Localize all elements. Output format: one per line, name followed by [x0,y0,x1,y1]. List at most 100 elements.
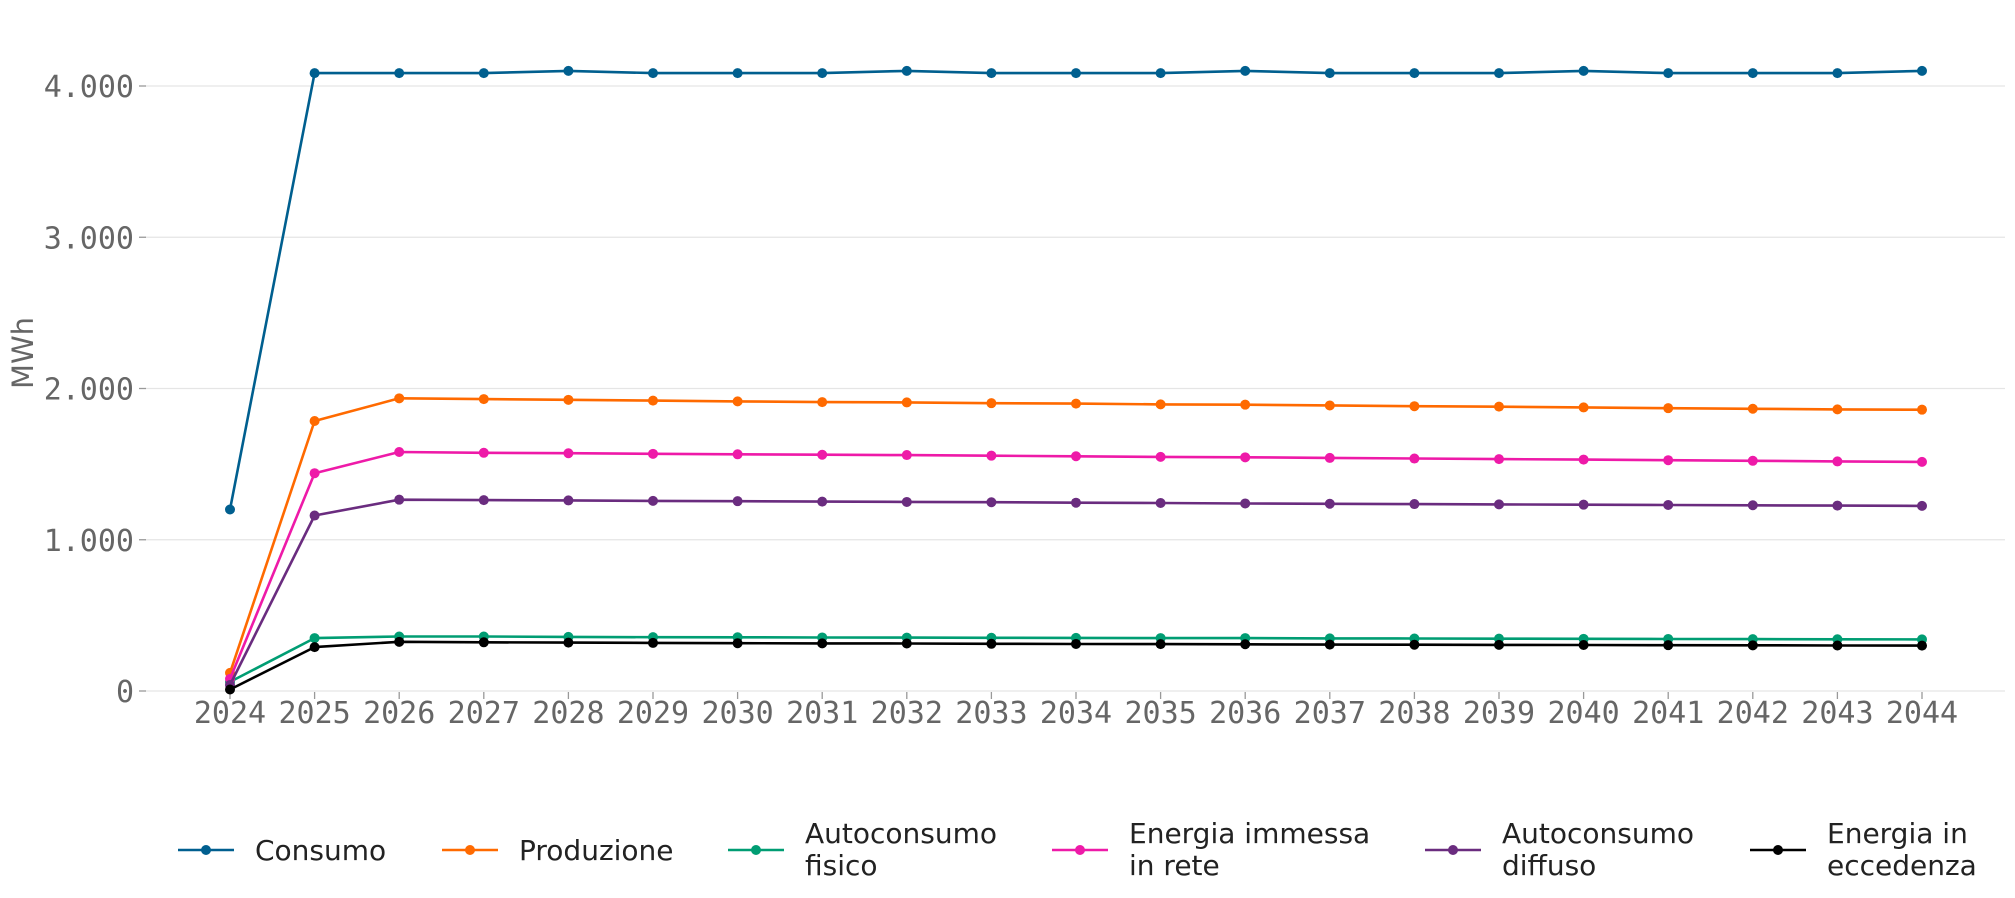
x-tick-label: 2034 [1040,696,1112,731]
data-point [1578,402,1589,413]
legend-item: Produzione [442,834,674,867]
data-point [1663,640,1674,651]
x-tick-label: 2025 [278,696,350,731]
data-point [648,395,658,406]
series-4 [225,494,1927,690]
y-tick-label: 3.000 [44,221,134,256]
data-point [394,393,405,404]
data-point [732,638,743,649]
data-point [1747,455,1758,466]
legend-swatch-marker [751,845,761,855]
legend: Consumo ProduzioneAutoconsumofisicoEnergi… [178,817,1977,882]
data-point [394,636,405,647]
data-point [1578,454,1589,465]
data-point [817,397,828,408]
data-point [1832,640,1843,651]
data-point [394,447,405,458]
x-tick-label: 2028 [532,696,604,731]
data-point [1578,499,1589,510]
series-line [228,69,1923,510]
data-point [1409,499,1420,510]
data-point [1155,399,1166,410]
data-point [986,450,997,461]
data-point [1917,640,1927,651]
data-point [1494,68,1504,79]
legend-label: diffuso [1502,849,1596,882]
data-point [1409,68,1420,79]
x-tick-label: 2033 [955,696,1027,731]
data-point [1071,451,1081,462]
data-point [732,496,743,507]
data-point [225,684,235,695]
y-tick-label: 0 [116,675,134,710]
data-point [901,450,912,461]
data-point [1917,456,1927,467]
data-point [1409,639,1420,650]
legend-label: Autoconsumo [1502,817,1694,850]
data-point [1240,498,1251,509]
data-point [648,495,658,506]
data-point [1663,403,1674,414]
x-tick-label: 2026 [363,696,435,731]
y-axis: 0 1.000 2.000 3.000 4.000 [44,70,146,710]
data-point [478,637,489,648]
data-point [1155,639,1166,650]
data-point [1324,400,1335,411]
data-point [478,394,489,405]
x-tick-label: 2041 [1632,696,1704,731]
legend-swatch-marker [465,845,475,855]
x-tick-label: 2030 [701,696,773,731]
data-point [309,642,320,653]
data-point [1324,498,1335,509]
data-point [1409,453,1420,464]
data-point [1409,401,1420,412]
grid [145,85,2005,692]
data-point [1747,640,1758,651]
data-point [817,449,828,460]
x-tick-label: 2037 [1294,696,1366,731]
x-tick-label: 2035 [1124,696,1196,731]
series-5 [225,636,1927,695]
legend-label: fisico [805,849,878,882]
legend-swatch-marker [1448,845,1458,855]
data-point [563,637,574,648]
data-point [901,397,912,408]
data-point [1832,456,1843,467]
data-point [1663,499,1674,510]
data-point [901,496,912,507]
data-point [1494,401,1504,412]
x-tick-label: 2039 [1463,696,1535,731]
data-point [1663,68,1674,79]
data-point [1324,452,1335,463]
data-point [817,496,828,507]
data-point [1240,399,1251,410]
data-point [1917,404,1927,415]
x-axis: 2024 2025 2026 2027 2028 2029 2030 2031 2032 2033… [194,692,1958,731]
x-tick-label: 2044 [1886,696,1958,731]
data-point [1663,455,1674,466]
data-point [1324,68,1335,79]
data-point [986,638,997,649]
series-0 [225,65,1927,515]
data-point [1071,638,1081,649]
data-point [478,68,489,79]
data-point [1071,68,1081,79]
legend-label: Energia immessa [1129,817,1370,850]
data-point [986,398,997,409]
data-point [478,447,489,458]
data-point [648,68,658,79]
data-point [394,68,405,79]
data-point [1832,500,1843,511]
data-point [1832,404,1843,415]
x-tick-label: 2042 [1717,696,1789,731]
legend-swatch-marker [201,845,211,855]
data-point [1832,68,1843,79]
data-point [1578,640,1589,651]
x-tick-label: 2038 [1378,696,1450,731]
data-point [478,495,489,506]
data-point [394,494,405,505]
x-tick-label: 2043 [1801,696,1873,731]
data-point [563,394,574,405]
